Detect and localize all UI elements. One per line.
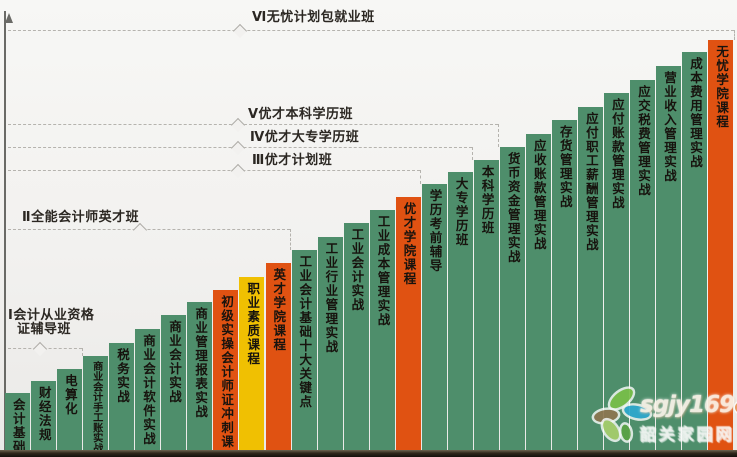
- course-bar: 成本费用管理实战: [682, 52, 708, 452]
- course-bar-label: 商业会计手工账实战: [90, 361, 102, 453]
- course-bar-label: 财经法规: [36, 386, 52, 442]
- level-line-drop: [734, 30, 736, 40]
- level-caret-icon: [32, 341, 48, 357]
- level-caret-icon: [230, 117, 246, 133]
- course-bar-label: 学历考前辅导: [427, 189, 443, 273]
- course-bar: 会计基础: [5, 393, 30, 454]
- course-bar-label: 工业会计实战: [349, 228, 365, 312]
- course-bar: 应收账款管理实战: [526, 134, 551, 452]
- course-bar-label: 存货管理实战: [557, 125, 573, 209]
- level-line-drop: [290, 229, 292, 250]
- level-label: Ⅵ无忧计划包就业班: [252, 10, 375, 25]
- course-bar: 工业会计实战: [343, 223, 369, 452]
- course-bar: 电算化: [57, 369, 83, 452]
- course-bar-label: 英才学院课程: [271, 268, 287, 352]
- course-bar-label: 货币资金管理实战: [505, 152, 521, 264]
- course-bar: 本科学历班: [473, 160, 499, 452]
- level-label: Ⅴ优才本科学历班: [248, 107, 354, 122]
- course-bar: 商业会计软件实战: [135, 329, 161, 452]
- course-bar: 英才学院课程: [265, 263, 291, 452]
- level-line-drop: [498, 124, 500, 147]
- watermark-site-cn: 韶关家园网: [640, 425, 736, 444]
- level-label: Ⅳ优才大专学历班: [250, 130, 360, 145]
- course-bar: 财经法规: [31, 381, 57, 452]
- course-bar-label: 应付账款管理实战: [609, 98, 625, 210]
- course-bar-label: 职业素质课程: [245, 282, 261, 366]
- level-line-drop: [420, 170, 422, 184]
- level-line: [8, 30, 735, 31]
- course-bar-label: 工业成本管理实战: [375, 215, 391, 327]
- course-bar: 货币资金管理实战: [499, 147, 525, 452]
- course-bar: 应交税费管理实战: [630, 80, 656, 452]
- level-caret-icon: [230, 140, 246, 156]
- course-bar-label: 成本费用管理实战: [688, 57, 704, 169]
- course-bar-label: 工业会计基础十大关键点: [297, 255, 313, 409]
- course-bar-label: 营业收入管理实战: [662, 71, 677, 183]
- course-bar: 营业收入管理实战: [656, 66, 682, 452]
- course-bar: 税务实战: [109, 343, 135, 452]
- course-bar: 商业管理报表实战: [187, 302, 213, 452]
- level-caret-icon: [132, 222, 148, 238]
- course-bar-label: 大专学历班: [453, 177, 469, 247]
- level-line: [8, 170, 421, 171]
- level-line-drop: [81, 348, 83, 356]
- course-bar: 商业会计实战: [161, 315, 187, 452]
- level-label: Ⅱ全能会计师英才班: [22, 210, 140, 225]
- course-bar-label: 无忧学院课程: [714, 45, 730, 129]
- course-bar: 存货管理实战: [552, 120, 578, 452]
- y-axis: [4, 11, 13, 452]
- course-bar: 职业素质课程: [239, 277, 265, 452]
- course-bar-label: 应交税费管理实战: [635, 85, 651, 197]
- ground-shadow: [0, 450, 737, 457]
- petal-icon: [599, 417, 623, 443]
- course-bar-label: 商业会计实战: [167, 320, 183, 404]
- course-bar: 初级实操会计师证冲刺课: [213, 290, 239, 452]
- level-line: [8, 124, 499, 125]
- course-bar: 无忧学院课程: [708, 40, 734, 452]
- level-line: [8, 229, 291, 230]
- course-bar-label: 优才学院课程: [401, 202, 417, 286]
- course-bar-label: 工业行业管理实战: [323, 242, 339, 354]
- course-bar-label: 应付职工薪酬管理实战: [583, 112, 599, 252]
- watermark-text: sgjy169.com 韶关家园网: [640, 392, 737, 445]
- course-bar: 应付职工薪酬管理实战: [578, 107, 604, 452]
- course-bar-label: 商业会计软件实战: [141, 334, 156, 446]
- course-bar-label: 本科学历班: [479, 165, 495, 235]
- course-bar-label: 应收账款管理实战: [531, 139, 547, 251]
- course-bar-label: 商业管理报表实战: [193, 307, 209, 419]
- course-bar: 商业会计手工账实战: [83, 356, 109, 453]
- watermark-brand: sgjy169: [640, 392, 735, 418]
- course-bar: 大专学历班: [447, 172, 473, 452]
- petal-icon: [620, 423, 632, 442]
- level-line-drop: [472, 147, 474, 160]
- course-bar-label: 电算化: [62, 374, 78, 416]
- course-bar: 优才学院课程: [395, 197, 421, 452]
- watermark-tld: .com: [735, 402, 737, 413]
- course-bar: 学历考前辅导: [421, 184, 447, 452]
- level-label: Ⅲ优才计划班: [252, 153, 333, 168]
- axis-arrow-icon: [5, 13, 13, 23]
- level-caret-icon: [232, 23, 248, 39]
- level-caret-icon: [230, 163, 246, 179]
- course-bar: 工业行业管理实战: [317, 237, 343, 452]
- level-label: Ⅰ会计从业资格 证辅导班: [8, 308, 95, 337]
- watermark: sgjy169.com 韶关家园网: [592, 385, 737, 454]
- course-bar: 工业会计基础十大关键点: [291, 250, 317, 452]
- course-bar: 工业成本管理实战: [369, 210, 395, 452]
- course-bar-label: 税务实战: [114, 348, 130, 404]
- course-bar-label: 会计基础: [10, 398, 26, 454]
- course-bar-label: 初级实操会计师证冲刺课: [219, 295, 235, 449]
